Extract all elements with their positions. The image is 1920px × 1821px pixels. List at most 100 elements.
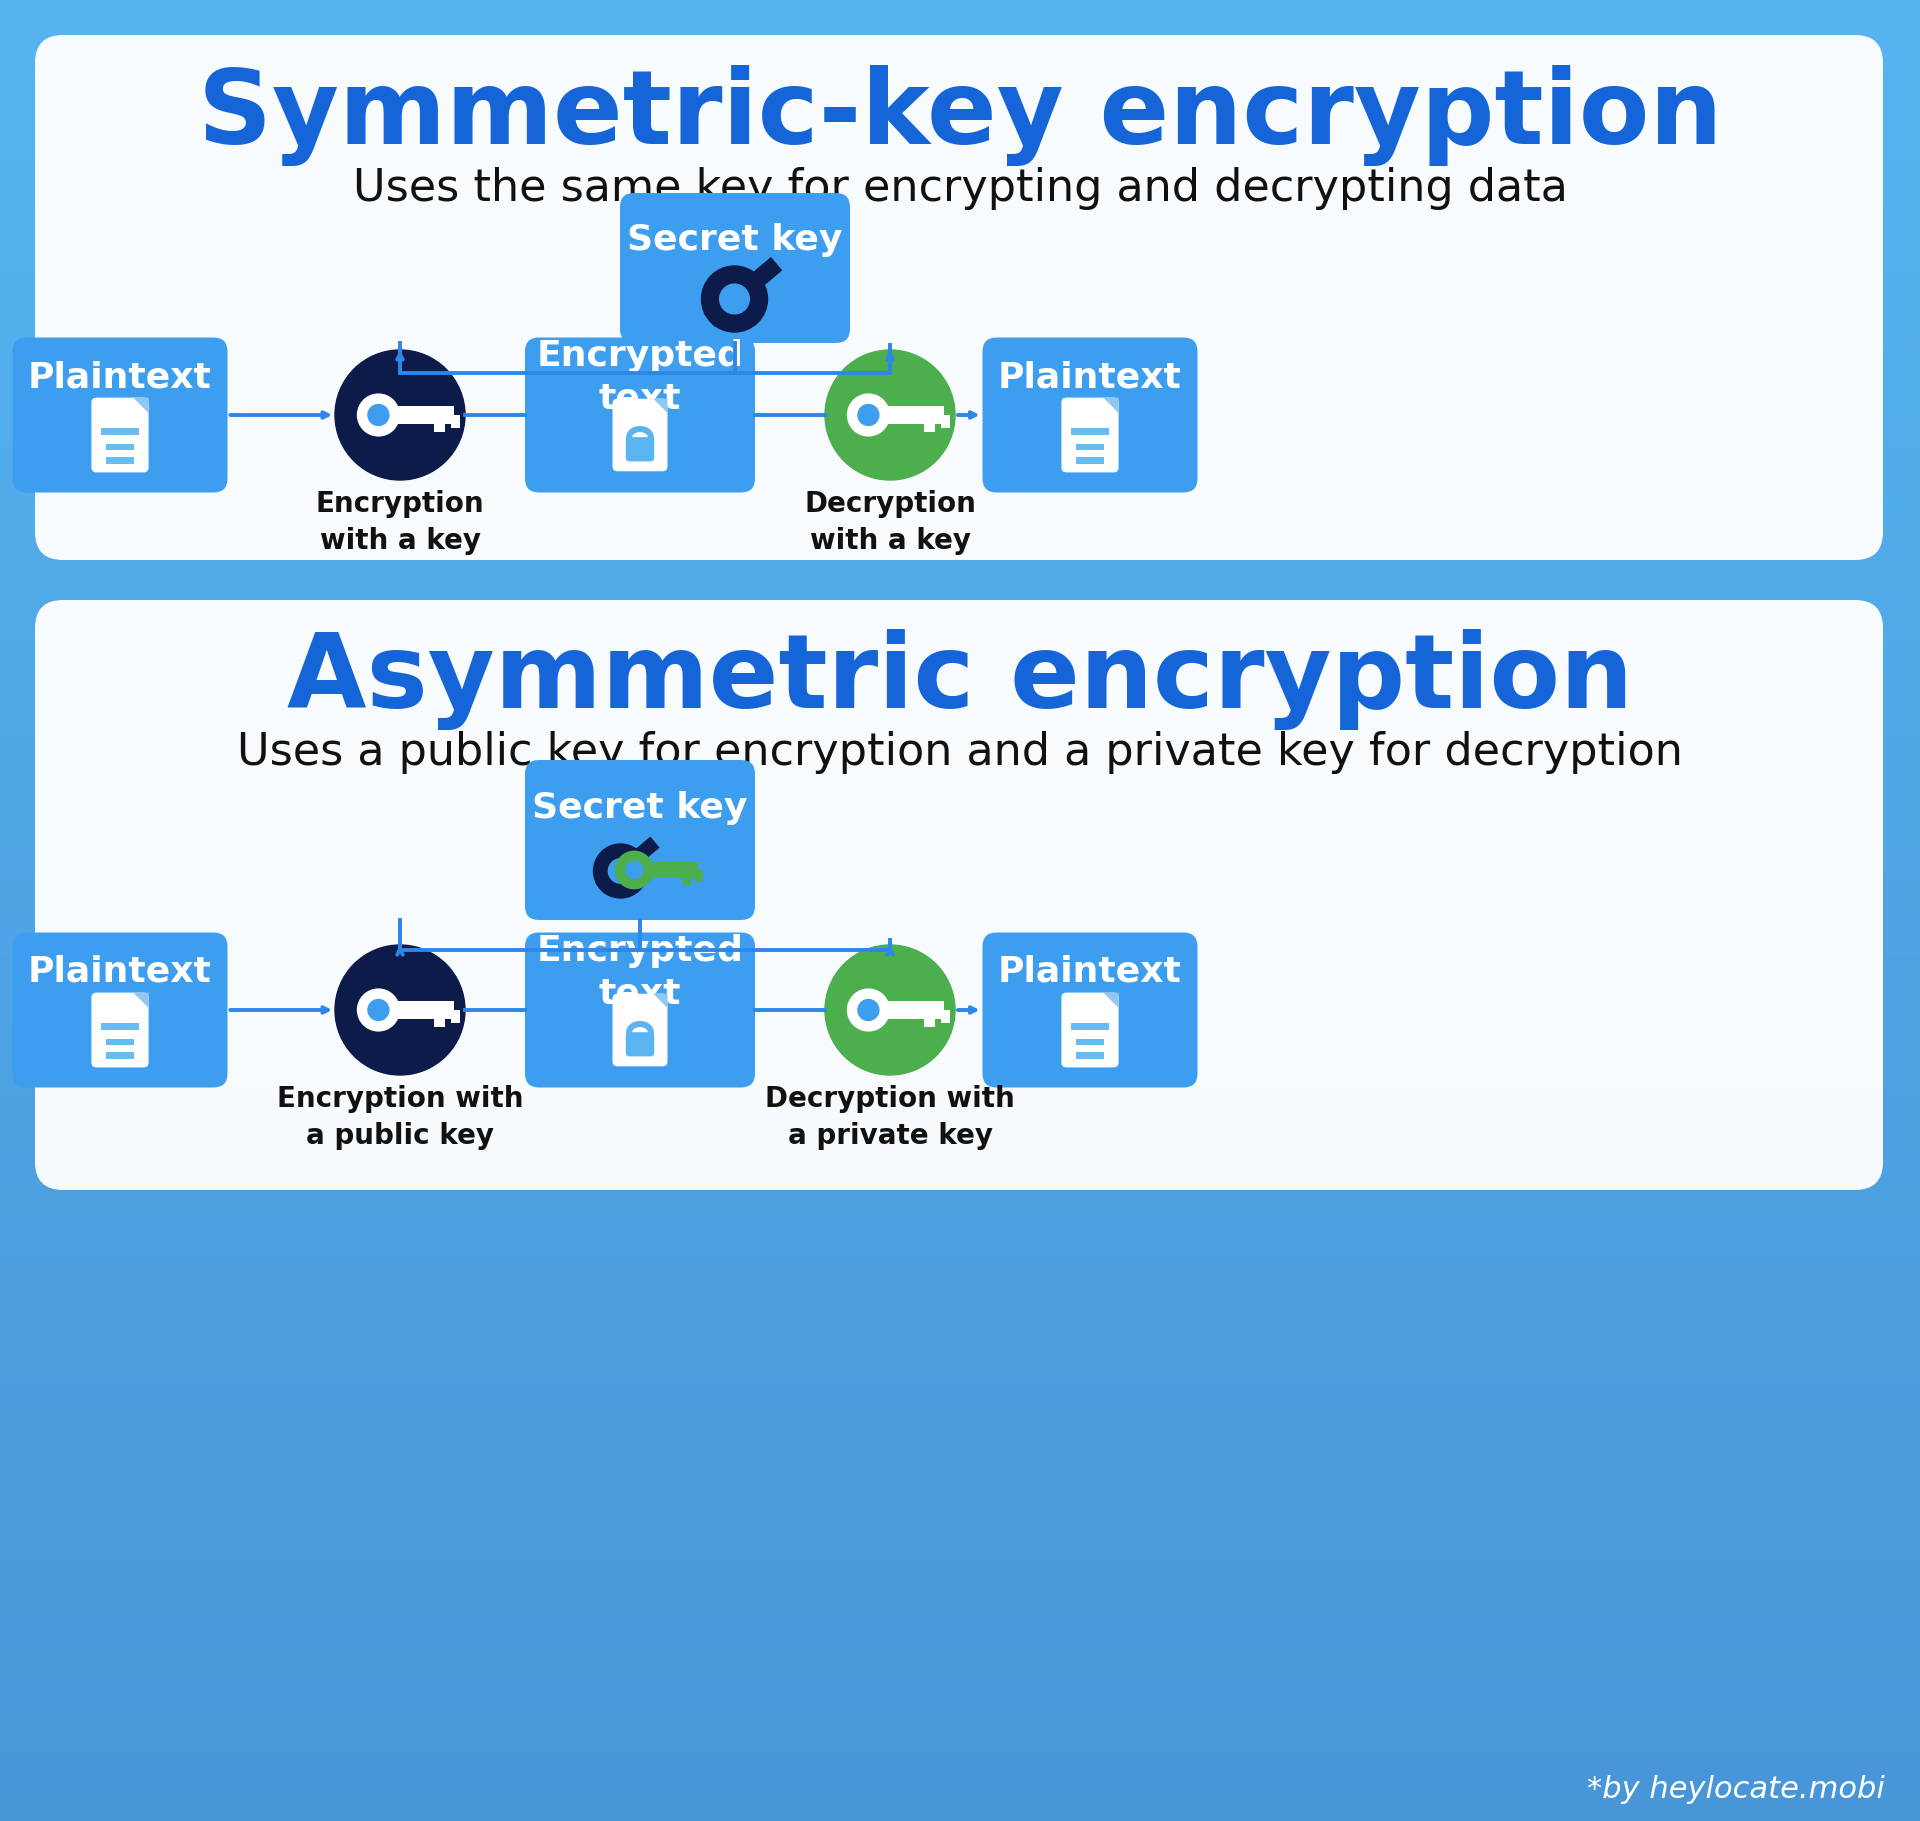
Bar xyxy=(0,437,1920,446)
Circle shape xyxy=(720,284,749,313)
Polygon shape xyxy=(132,992,148,1009)
Bar xyxy=(0,1311,1920,1320)
Bar xyxy=(0,1393,1920,1402)
Bar xyxy=(0,1457,1920,1466)
FancyBboxPatch shape xyxy=(92,992,148,1067)
Bar xyxy=(0,1721,1920,1730)
Bar xyxy=(0,947,1920,956)
Text: Encryption
with a key: Encryption with a key xyxy=(315,490,484,555)
Bar xyxy=(0,310,1920,319)
Bar xyxy=(0,1047,1920,1056)
Bar xyxy=(0,264,1920,273)
Bar xyxy=(0,701,1920,710)
Bar xyxy=(0,920,1920,929)
Bar xyxy=(0,46,1920,55)
Polygon shape xyxy=(703,257,781,328)
Bar xyxy=(0,282,1920,291)
Bar xyxy=(0,1466,1920,1475)
Circle shape xyxy=(826,350,954,481)
Bar xyxy=(634,863,699,878)
Bar xyxy=(0,774,1920,783)
Bar xyxy=(0,1202,1920,1211)
Bar xyxy=(0,656,1920,665)
Bar xyxy=(0,428,1920,437)
Bar xyxy=(0,1111,1920,1120)
FancyBboxPatch shape xyxy=(612,994,668,1067)
Bar xyxy=(0,1475,1920,1484)
Bar xyxy=(0,1020,1920,1029)
Bar xyxy=(0,710,1920,719)
Bar xyxy=(0,1666,1920,1675)
Bar xyxy=(0,200,1920,209)
Bar xyxy=(0,501,1920,510)
Bar xyxy=(0,838,1920,847)
Circle shape xyxy=(626,861,643,878)
Bar xyxy=(0,983,1920,992)
Bar xyxy=(106,457,134,464)
Bar xyxy=(0,410,1920,419)
FancyBboxPatch shape xyxy=(626,437,655,461)
Circle shape xyxy=(858,404,879,426)
Bar xyxy=(0,692,1920,701)
Bar xyxy=(0,1083,1920,1093)
Bar xyxy=(0,1384,1920,1393)
Bar xyxy=(0,382,1920,392)
FancyBboxPatch shape xyxy=(524,759,755,920)
Bar xyxy=(0,901,1920,910)
Circle shape xyxy=(593,843,647,898)
Bar xyxy=(0,1175,1920,1184)
Bar xyxy=(0,929,1920,938)
Bar xyxy=(868,406,945,424)
Bar xyxy=(0,1521,1920,1530)
Bar xyxy=(102,1023,138,1031)
Bar xyxy=(0,9,1920,18)
Polygon shape xyxy=(643,852,653,863)
Bar xyxy=(0,109,1920,118)
Bar xyxy=(0,1093,1920,1102)
Bar xyxy=(0,747,1920,756)
Circle shape xyxy=(847,393,889,435)
Bar xyxy=(0,801,1920,810)
Bar xyxy=(0,0,1920,9)
Bar xyxy=(0,1247,1920,1256)
Bar xyxy=(0,819,1920,829)
Bar xyxy=(868,1002,945,1018)
Bar xyxy=(0,628,1920,637)
Bar xyxy=(0,1511,1920,1521)
Bar xyxy=(0,892,1920,901)
FancyBboxPatch shape xyxy=(524,337,755,492)
Bar xyxy=(0,364,1920,373)
Bar xyxy=(0,127,1920,137)
Bar xyxy=(0,1493,1920,1502)
Bar xyxy=(0,228,1920,237)
Bar xyxy=(0,555,1920,565)
Bar xyxy=(0,118,1920,127)
Bar xyxy=(0,1584,1920,1593)
Bar xyxy=(0,1256,1920,1266)
Bar xyxy=(0,1302,1920,1311)
Bar xyxy=(0,64,1920,73)
Bar xyxy=(0,401,1920,410)
Text: Encryption with
a public key: Encryption with a public key xyxy=(276,1085,524,1149)
Bar xyxy=(0,237,1920,246)
Bar xyxy=(0,1038,1920,1047)
Bar xyxy=(0,546,1920,555)
Bar xyxy=(0,1785,1920,1794)
Bar xyxy=(0,1011,1920,1020)
Circle shape xyxy=(334,350,465,481)
Bar xyxy=(106,1038,134,1045)
Bar xyxy=(0,1229,1920,1238)
Bar xyxy=(434,415,445,432)
Bar xyxy=(0,1803,1920,1812)
Bar xyxy=(0,519,1920,528)
Bar xyxy=(0,1348,1920,1357)
FancyBboxPatch shape xyxy=(35,599,1884,1189)
Polygon shape xyxy=(747,290,760,306)
Bar xyxy=(0,291,1920,300)
Bar xyxy=(0,1621,1920,1630)
Bar xyxy=(0,1812,1920,1821)
Bar xyxy=(0,910,1920,920)
Bar xyxy=(0,1329,1920,1338)
Bar xyxy=(0,328,1920,337)
Polygon shape xyxy=(595,836,660,894)
